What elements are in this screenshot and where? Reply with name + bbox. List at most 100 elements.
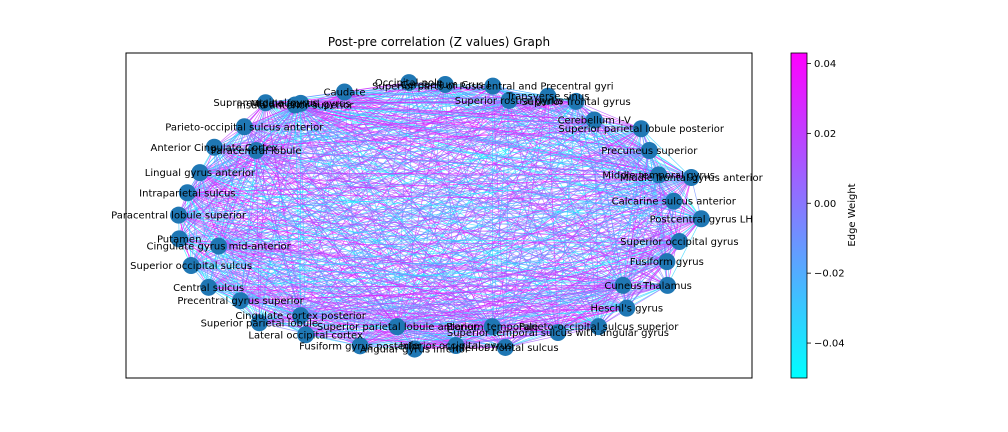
network-node	[247, 142, 265, 159]
node-label: Parieto-occipital sulcus anterior	[165, 122, 324, 133]
network-edge	[178, 150, 650, 216]
network-node	[618, 299, 636, 317]
network-node	[682, 168, 700, 186]
network-edge	[414, 261, 667, 350]
network-edge	[305, 177, 692, 336]
colorbar-tick-label: 0.04	[814, 59, 836, 70]
network-edge	[179, 150, 650, 240]
network-edge	[191, 218, 702, 266]
network-edge	[190, 172, 201, 266]
network-node	[496, 338, 514, 356]
network-edge	[240, 300, 627, 309]
network-edge	[191, 241, 680, 266]
network-edge	[179, 238, 493, 327]
colorbar-tick-label: −0.04	[814, 339, 845, 350]
network-edge	[344, 91, 506, 348]
network-node	[483, 318, 501, 336]
node-label: Parieto-occipital sulcus superior	[519, 322, 679, 333]
network-edge	[244, 126, 674, 202]
network-edge	[178, 238, 260, 323]
network-edge	[255, 150, 361, 346]
network-edge	[187, 150, 650, 194]
network-edge	[508, 100, 650, 151]
network-node	[567, 92, 585, 110]
network-node	[297, 326, 315, 344]
colorbar-tick-label: 0.02	[814, 129, 836, 140]
network-edge	[259, 119, 595, 324]
network-edge	[214, 128, 642, 148]
network-edge	[244, 126, 692, 178]
network-node	[484, 77, 502, 95]
node-label: Middle frontal gyrus	[251, 99, 351, 110]
node-label: Fusiform gyrus posterior	[299, 341, 422, 352]
network-edge	[208, 200, 674, 288]
network-node	[436, 76, 454, 94]
network-edge	[640, 128, 692, 178]
network-edge	[199, 150, 257, 173]
network-edge	[305, 334, 361, 347]
network-edge	[300, 307, 627, 316]
network-edge	[178, 214, 702, 220]
node-label: Anterior Cingulate Cortex	[151, 143, 279, 154]
node-label: Superior parietal lobule	[201, 318, 319, 329]
network-edge	[179, 101, 577, 240]
network-edge	[300, 315, 558, 333]
network-node	[658, 253, 676, 271]
network-edge	[305, 150, 650, 336]
network-edge	[214, 147, 415, 350]
network-node	[170, 206, 188, 224]
network-node	[614, 276, 632, 294]
network-edge	[265, 102, 559, 333]
node-layer	[170, 74, 710, 358]
network-edge	[218, 245, 668, 286]
network-edge	[218, 241, 680, 247]
network-edge	[240, 300, 306, 336]
network-edge	[187, 177, 692, 194]
network-edge	[505, 332, 559, 348]
network-edge	[300, 103, 506, 348]
network-edge	[190, 103, 301, 266]
colorbar-tick-label: 0.00	[814, 199, 836, 210]
network-edge	[208, 287, 306, 336]
network-node	[292, 307, 310, 325]
network-edge	[492, 285, 668, 327]
node-label: Superior parietal lobule anterior	[317, 322, 478, 333]
node-label: Postcentral gyrus LH	[650, 214, 753, 225]
network-node	[632, 120, 650, 138]
network-node	[170, 230, 188, 248]
network-edge	[178, 174, 659, 216]
network-node	[257, 94, 275, 112]
network-edge	[259, 101, 577, 324]
network-edge	[218, 174, 659, 247]
node-label: Central sulcus	[173, 283, 244, 294]
node-label: Supramarginal gyrus	[213, 98, 318, 109]
network-edge	[187, 192, 624, 286]
network-node	[549, 324, 567, 341]
network-edge	[508, 100, 692, 178]
network-edge	[492, 261, 667, 327]
node-label: Superior occipital gyrus	[620, 237, 738, 248]
network-node	[406, 340, 424, 358]
network-edge	[178, 100, 510, 216]
network-edge	[199, 119, 595, 173]
node-label: Paracentral lobule superior	[111, 211, 247, 222]
network-edge	[360, 345, 415, 350]
network-edge	[191, 261, 667, 266]
network-node	[200, 278, 218, 296]
network-edge	[191, 265, 599, 327]
network-edge	[360, 345, 506, 348]
network-edge	[396, 101, 577, 327]
network-edge	[178, 200, 674, 216]
node-label: Cingulate gyrus mid-anterior	[147, 242, 292, 253]
colorbar-label: Edge Weight	[847, 183, 858, 246]
network-edge	[199, 172, 702, 220]
node-label: Intraparietal sulcus	[139, 188, 235, 199]
network-edge	[178, 150, 257, 240]
network-node	[232, 292, 250, 310]
network-edge	[344, 84, 446, 93]
network-edge	[259, 128, 642, 324]
network-edge	[256, 119, 595, 151]
network-edge	[594, 119, 659, 176]
network-edge	[259, 261, 667, 324]
